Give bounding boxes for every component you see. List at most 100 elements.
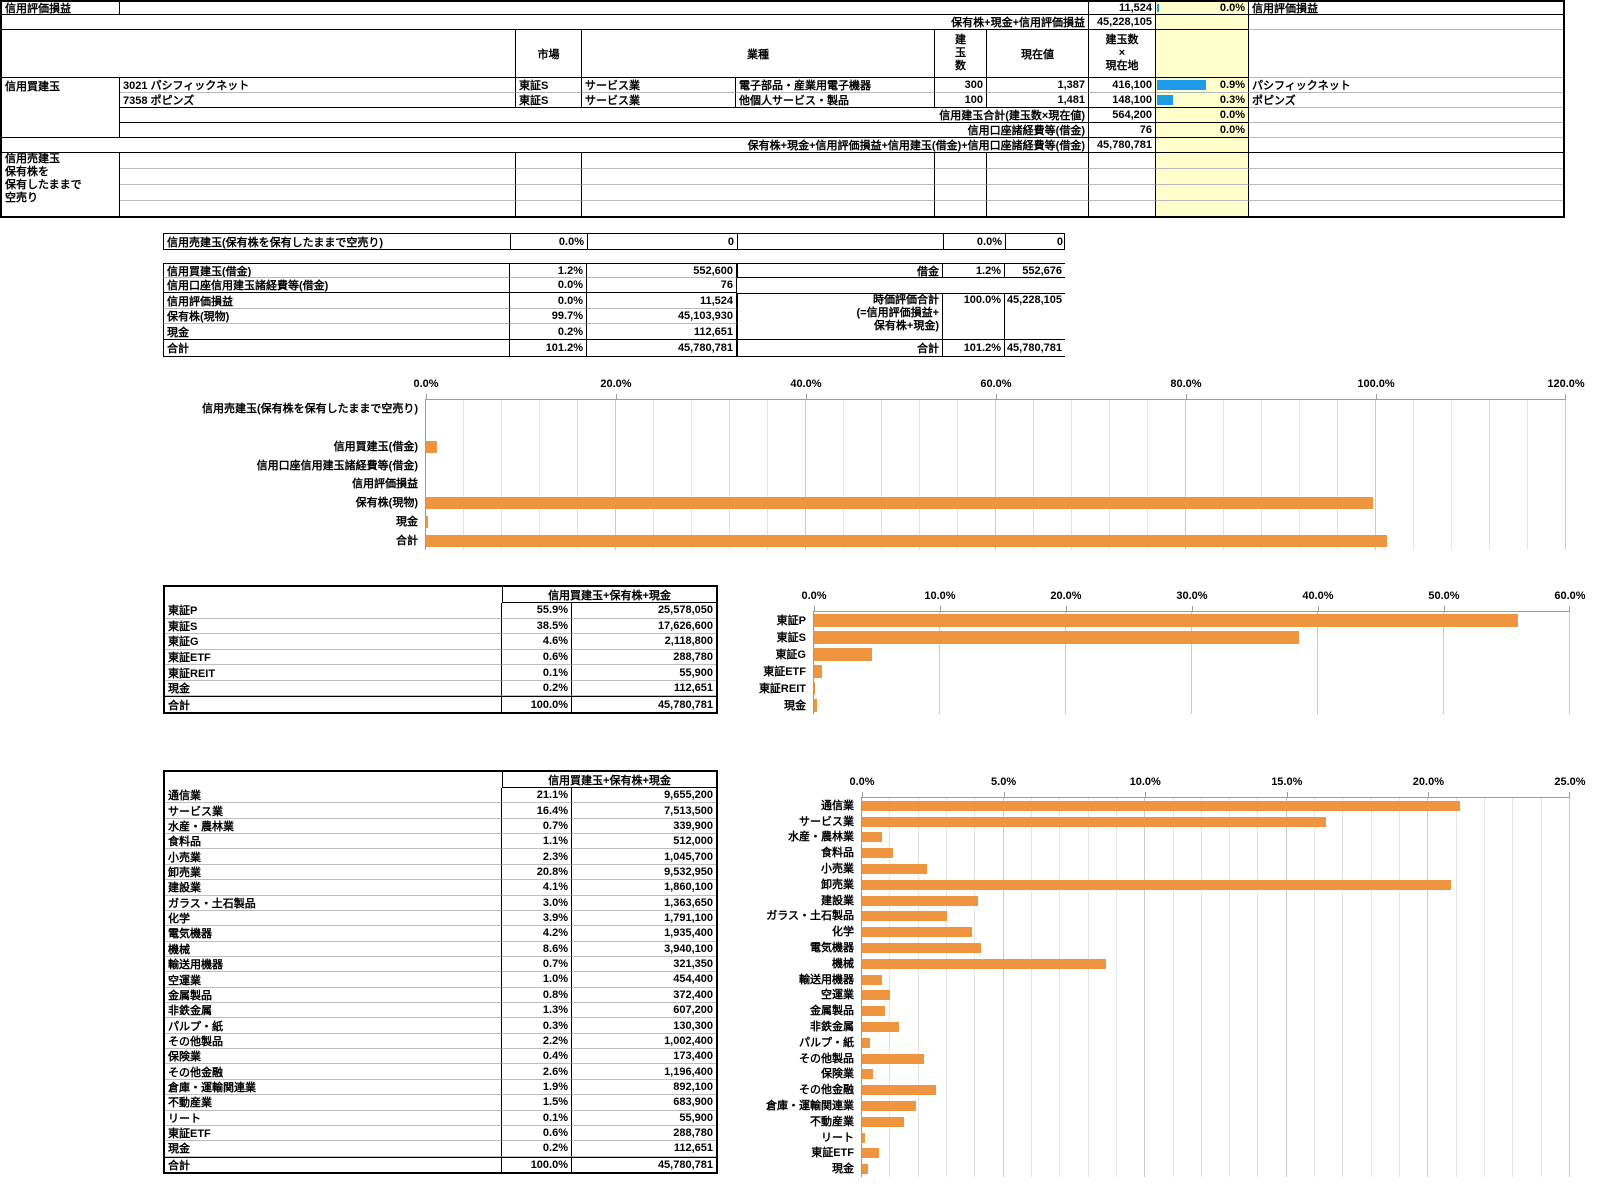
section-credit-long[interactable]: 信用買建玉: [2, 78, 120, 138]
cell-market-pct[interactable]: 38.5%: [502, 618, 572, 635]
cell-empty[interactable]: [582, 169, 935, 185]
cell-industry-pct[interactable]: 0.3%: [502, 1018, 572, 1034]
cell-empty[interactable]: [1249, 201, 1563, 216]
cell-industry-pct[interactable]: 1.1%: [502, 834, 572, 850]
cell-empty[interactable]: [516, 169, 582, 185]
cell-industry-value[interactable]: 1,791,100: [572, 911, 716, 927]
cell-market-label[interactable]: 合計: [165, 696, 502, 712]
cell-short-pct[interactable]: 0.0%: [511, 234, 588, 249]
cell-debt-pct[interactable]: 1.2%: [943, 263, 1005, 278]
cell-industry-value[interactable]: 1,363,650: [572, 896, 716, 911]
cell-market-pct[interactable]: 0.1%: [502, 665, 572, 681]
cell-sum-value[interactable]: 552,600: [587, 263, 737, 278]
cell-sum-pct[interactable]: 0.0%: [510, 293, 587, 309]
cell-industry-value[interactable]: 1,045,700: [572, 849, 716, 865]
cell-industry-label[interactable]: その他製品: [165, 1033, 502, 1050]
cell-stock-value[interactable]: 148,100: [1089, 93, 1156, 108]
cell-sum-value[interactable]: 112,651: [587, 324, 737, 340]
cell-sum-total-value[interactable]: 45,780,781: [587, 340, 737, 357]
cell-fees-value[interactable]: 76: [1089, 123, 1156, 138]
cell-industry-pct[interactable]: 3.9%: [502, 910, 572, 927]
cell-market-value[interactable]: 45,780,781: [572, 696, 716, 712]
cell-industry-pct[interactable]: 2.2%: [502, 1033, 572, 1050]
cell-stock-code[interactable]: 7358 ポピンズ: [120, 93, 516, 108]
cell-industry-value[interactable]: 607,200: [572, 1003, 716, 1019]
cell-sum-label[interactable]: 信用口座信用建玉諸経費等(借金): [163, 278, 510, 293]
cell-industry-label[interactable]: 食料品: [165, 834, 502, 850]
cell-empty[interactable]: [120, 2, 1089, 15]
cell-industry-pct[interactable]: 0.7%: [502, 818, 572, 835]
cell-sum-label[interactable]: 現金: [163, 324, 510, 340]
cell-industry-value[interactable]: 1,860,100: [572, 880, 716, 896]
cell-industry-pct[interactable]: 4.1%: [502, 880, 572, 896]
cell-industry-value[interactable]: 112,651: [572, 1141, 716, 1157]
cell-yellow-empty[interactable]: [1156, 138, 1249, 153]
cell-sum-pct[interactable]: 99.7%: [510, 309, 587, 324]
cell-industry-label[interactable]: 不動産業: [165, 1095, 502, 1111]
cell-fees-pct[interactable]: 0.0%: [1156, 123, 1249, 138]
cell-industry-label[interactable]: 小売業: [165, 849, 502, 865]
cell-holdings-cash-pl-value[interactable]: 45,228,105: [1089, 15, 1156, 30]
cell-industry-value[interactable]: 173,400: [572, 1049, 716, 1065]
cell-stock-qty[interactable]: 100: [935, 93, 987, 108]
section-credit-short[interactable]: 信用売建玉 保有株を 保有したままで 空売り: [2, 153, 120, 216]
market-allocation-bar-chart[interactable]: 0.0% 10.0% 20.0% 30.0% 40.0% 50.0% 60.0% 東証P 東証S…: [759, 590, 1586, 714]
cell-yellow-empty[interactable]: [1156, 15, 1249, 30]
cell-industry-label[interactable]: ガラス・土石製品: [165, 895, 502, 911]
cell-empty[interactable]: [987, 201, 1089, 216]
cell-stock-price[interactable]: 1,387: [987, 78, 1089, 93]
cell-industry-pct[interactable]: 16.4%: [502, 803, 572, 819]
cell-sum-value[interactable]: 11,524: [587, 293, 737, 309]
cell-market-value[interactable]: 55,900: [572, 665, 716, 681]
cell-sum-pct[interactable]: 0.0%: [510, 278, 587, 293]
cell-industry-value[interactable]: 9,532,950: [572, 865, 716, 881]
cell-sum-pct[interactable]: 1.2%: [510, 263, 587, 278]
cell-industry-pct[interactable]: 2.3%: [502, 849, 572, 865]
cell-stock-industry[interactable]: サービス業: [582, 78, 736, 93]
cell-industry-value[interactable]: 454,400: [572, 972, 716, 988]
cell-industry-value[interactable]: 45,780,781: [572, 1156, 716, 1172]
cell-industry-label[interactable]: 非鉄金属: [165, 1003, 502, 1019]
cell-industry-label[interactable]: サービス業: [165, 803, 502, 819]
cell-empty[interactable]: [120, 153, 516, 169]
cell-industry-label[interactable]: 現金: [165, 1141, 502, 1157]
industry-table-header[interactable]: 信用買建玉+保有株+現金: [502, 772, 716, 788]
header-empty[interactable]: [165, 587, 502, 603]
cell-industry-pct[interactable]: 1.9%: [502, 1079, 572, 1096]
cell-market-label[interactable]: 東証REIT: [165, 665, 502, 681]
cell-industry-value[interactable]: 892,100: [572, 1080, 716, 1096]
cell-industry-value[interactable]: 339,900: [572, 819, 716, 835]
cell-industry-value[interactable]: 321,350: [572, 957, 716, 973]
cell-industry-pct[interactable]: 100.0%: [502, 1156, 572, 1172]
cell-industry-pct[interactable]: 1.3%: [502, 1003, 572, 1019]
header-industry[interactable]: 業種: [582, 30, 935, 78]
industry-allocation-bar-chart[interactable]: 0.0% 5.0% 10.0% 15.0% 20.0% 25.0% 通信業 サービス業 水産・農…: [766, 776, 1586, 1177]
cell-stock-pct[interactable]: 0.9%: [1156, 78, 1249, 93]
cell-industry-label[interactable]: 保険業: [165, 1049, 502, 1065]
cell-short-value2[interactable]: 0: [1056, 235, 1063, 248]
cell-market-pct[interactable]: 4.6%: [502, 634, 572, 650]
cell-industry-label[interactable]: 合計: [165, 1156, 502, 1172]
cell-market-pct[interactable]: 0.6%: [502, 649, 572, 666]
cell-industry-pct[interactable]: 0.2%: [502, 1141, 572, 1157]
cell-industry-pct[interactable]: 0.7%: [502, 956, 572, 973]
header-empty[interactable]: [165, 772, 502, 788]
cell-grand-total-value[interactable]: 45,780,781: [1089, 138, 1156, 153]
cell-empty[interactable]: [582, 185, 935, 201]
cell-mv-value[interactable]: 45,228,105: [1005, 293, 1065, 340]
cell-industry-pct[interactable]: 3.0%: [502, 895, 572, 911]
cell-empty[interactable]: [120, 201, 516, 216]
cell-short-value[interactable]: 0: [588, 234, 738, 249]
cell-industry-label[interactable]: パルプ・紙: [165, 1018, 502, 1034]
cell-industry-pct[interactable]: 0.1%: [502, 1110, 572, 1126]
cell-industry-label[interactable]: 建設業: [165, 880, 502, 896]
cell-industry-label[interactable]: 倉庫・運輸関連業: [165, 1079, 502, 1096]
cell-sum-total-pct[interactable]: 101.2%: [510, 340, 587, 357]
cell-market-label[interactable]: 現金: [165, 680, 502, 697]
cell-industry-value[interactable]: 1,196,400: [572, 1064, 716, 1080]
cell-empty[interactable]: [120, 185, 516, 201]
cell-industry-value[interactable]: 512,000: [572, 834, 716, 850]
cell-industry-pct[interactable]: 1.5%: [502, 1095, 572, 1111]
cell-stock-price[interactable]: 1,481: [987, 93, 1089, 108]
cell-market-value[interactable]: 17,626,600: [572, 619, 716, 635]
